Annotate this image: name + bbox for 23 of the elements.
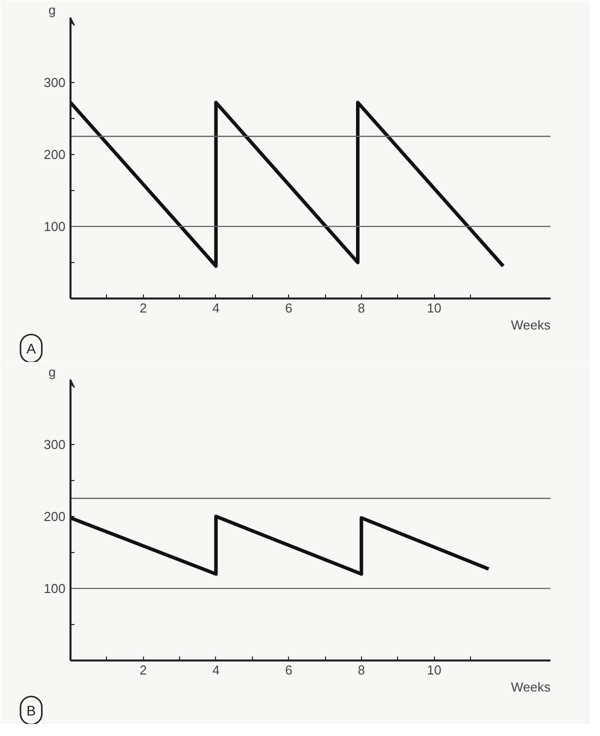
x-axis-title: Weeks: [511, 318, 551, 332]
x-tick-label: 2: [140, 662, 147, 678]
x-tick-label: 6: [285, 300, 292, 316]
line-series: [70, 514, 490, 576]
x-tick-label: 10: [426, 662, 442, 678]
y-axis-title: g: [48, 364, 56, 380]
y-axis-title: g: [48, 2, 56, 18]
x-tick-label: 8: [358, 662, 366, 678]
y-tick-label: 300: [44, 436, 66, 452]
y-tick-label: 300: [44, 74, 66, 90]
x-tick-label: 8: [358, 300, 366, 316]
x-tick-label: 2: [140, 300, 147, 316]
x-tick-label: 4: [212, 662, 220, 678]
y-tick-label: 100: [44, 218, 66, 234]
x-tick-label: 4: [212, 300, 220, 316]
y-tick-label: 200: [44, 146, 66, 162]
y-tick-label: 200: [44, 508, 66, 524]
text: A: [26, 340, 36, 356]
x-tick-label: 10: [426, 300, 442, 316]
text: B: [26, 702, 36, 718]
x-axis-title: Weeks: [511, 680, 551, 694]
y-tick-label: 100: [44, 580, 66, 596]
x-tick-label: 6: [285, 662, 292, 678]
